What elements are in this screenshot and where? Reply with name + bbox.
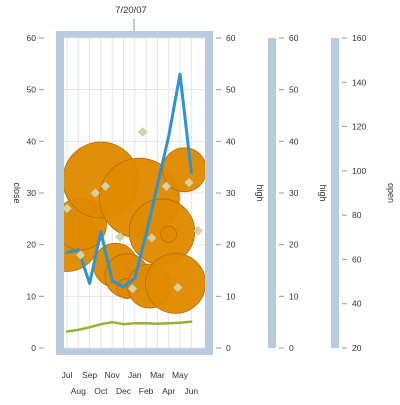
high_inner-tick-label: 20 <box>226 240 236 250</box>
high_outer-tick-label: 30 <box>289 188 299 198</box>
x-tick-label: May <box>172 370 189 380</box>
x-tick-label: Nov <box>105 370 121 380</box>
close-tick-label: 10 <box>27 291 37 301</box>
high-outer-axis-band <box>268 38 276 348</box>
x-tick-label: Dec <box>116 386 132 396</box>
marker-series <box>64 127 203 294</box>
high_outer-tick-label: 40 <box>289 136 299 146</box>
open-tick-label: 140 <box>352 77 366 87</box>
high_inner-tick-label: 60 <box>226 33 236 43</box>
high_outer-axis-title: high <box>318 184 328 201</box>
x-tick-label: Aug <box>71 386 86 396</box>
marker-point <box>193 225 203 236</box>
close-tick-label: 60 <box>27 33 37 43</box>
marker-point <box>100 181 111 192</box>
x-tick-label: Jul <box>62 370 73 380</box>
high_inner-axis-title: high <box>255 184 265 201</box>
close-tick-label: 0 <box>31 343 36 353</box>
volume-line <box>65 320 193 333</box>
marker-point <box>146 233 157 243</box>
high_outer-tick-label: 50 <box>289 85 299 95</box>
open-tick-label: 160 <box>352 33 366 43</box>
close-tick-label: 30 <box>27 188 37 198</box>
marker-point <box>64 203 72 214</box>
marker-point <box>184 177 194 188</box>
bubble <box>162 147 205 193</box>
x-tick-label: Mar <box>150 370 165 380</box>
high_inner-tick-label: 30 <box>226 188 236 198</box>
marker-point <box>115 232 125 242</box>
x-tick-label: Feb <box>139 386 154 396</box>
axes-group: 0 10 20 30 40 50 60 close 0 10 20 30 40 50 60 high 0 10 20… <box>12 33 396 353</box>
marker-point <box>75 250 86 260</box>
x-tick-label: Jun <box>184 386 198 396</box>
x-tick-label: Apr <box>162 386 175 396</box>
close-line <box>65 72 193 289</box>
bottom-axis-band <box>56 348 213 355</box>
marker-point <box>172 282 183 293</box>
close-tick-label: 50 <box>27 85 37 95</box>
high_outer-tick-label: 60 <box>289 33 299 43</box>
marker-point <box>137 127 148 137</box>
high_inner-tick-label: 40 <box>226 136 236 146</box>
close-axis-band <box>56 38 64 348</box>
crosshair-label: 7/20/07 <box>115 5 147 16</box>
x-axis-labels: Jul Sep Nov Jan Mar May Aug Oct Dec Feb Apr Jun <box>62 370 199 396</box>
open-tick-label: 100 <box>352 166 366 176</box>
bubble <box>160 225 178 243</box>
open-tick-label: 20 <box>352 343 362 353</box>
close-axis-title: close <box>12 182 22 203</box>
high_inner-tick-label: 0 <box>226 343 231 353</box>
close-tick-label: 40 <box>27 136 37 146</box>
high_outer-tick-label: 20 <box>289 240 299 250</box>
open-tick-label: 120 <box>352 122 366 132</box>
line-series <box>65 72 193 333</box>
open-axis-title: open <box>386 183 396 203</box>
marker-point <box>90 188 101 198</box>
close-tick-label: 20 <box>27 240 37 250</box>
high_inner-tick-label: 10 <box>226 291 236 301</box>
open-axis-band <box>331 38 339 348</box>
open-tick-label: 80 <box>352 210 362 220</box>
x-tick-label: Sep <box>82 370 97 380</box>
high_inner-tick-label: 50 <box>226 85 236 95</box>
top-axis-band <box>56 31 213 38</box>
x-tick-label: Jan <box>128 370 142 380</box>
bubble <box>145 253 205 314</box>
high-inner-axis-band <box>205 38 213 348</box>
open-tick-label: 60 <box>352 254 362 264</box>
open-tick-label: 40 <box>352 299 362 309</box>
high_outer-tick-label: 0 <box>289 343 294 353</box>
marker-point <box>161 181 172 192</box>
x-tick-label: Oct <box>94 386 108 396</box>
marker-point <box>127 283 138 294</box>
high_outer-tick-label: 10 <box>289 291 299 301</box>
